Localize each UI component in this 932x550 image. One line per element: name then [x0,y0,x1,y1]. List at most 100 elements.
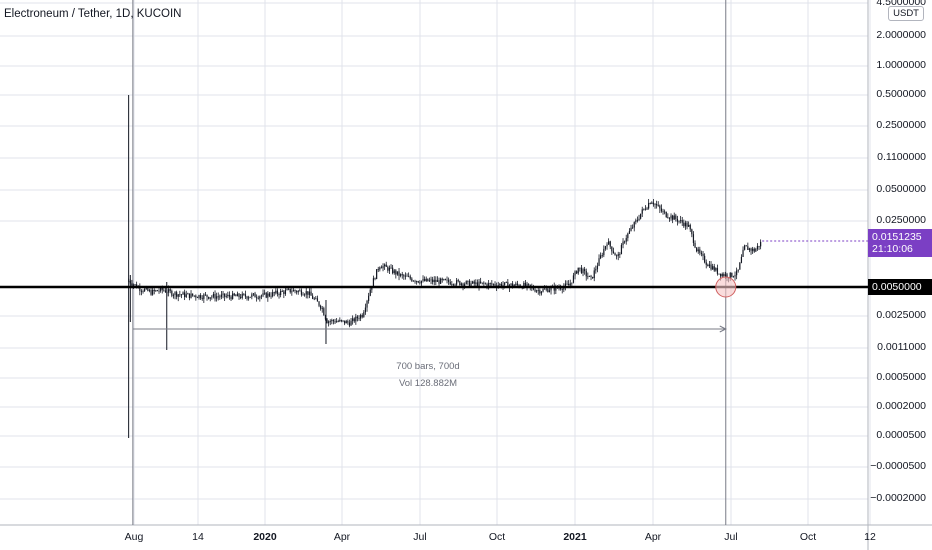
candle-body [164,290,167,293]
candle-body [416,281,418,282]
candle-body [169,289,171,291]
candle-body [505,282,507,283]
candle-body [537,290,539,291]
candle-body [456,280,458,285]
candle-body [284,290,287,295]
candle-body [152,289,154,295]
candle-body [193,295,195,297]
candle-body [289,288,291,293]
candle-body [212,294,215,297]
candle-body [265,292,267,298]
candle-body [638,218,640,221]
candle-body [294,290,296,292]
candle-body [420,280,423,284]
candle-body [396,271,399,275]
candle-body [587,276,589,278]
horizontal-line-price-label: 0.0050000 [868,279,932,295]
candle-body [145,287,147,289]
candle-body [652,202,655,205]
candle-body [664,211,666,213]
candle-body [726,274,728,278]
candle-body [740,256,743,263]
candle-body [296,291,298,293]
currency-badge[interactable]: USDT [888,6,924,21]
candle-body [640,213,642,219]
candle-body [179,294,181,296]
candle-body [684,222,687,227]
y-tick-label: 0.1100000 [877,151,926,163]
candle-body [257,297,259,299]
candle-body [457,280,459,282]
candle-body [379,267,381,270]
measure-arrowhead [719,325,727,333]
candle-body [478,281,480,287]
candle-body [272,292,274,297]
candle-body [172,294,175,296]
candle-body [598,258,600,266]
measure-bars-label: 700 bars, 700d [396,361,460,372]
candle-body [312,295,314,299]
candle-body [744,245,746,250]
candle-body [350,320,352,326]
x-tick-label: Apr [333,531,351,543]
x-tick-label: 12 [864,531,876,543]
candle-body [526,283,528,287]
candle-body [705,262,707,265]
x-tick-label: 2020 [253,531,277,543]
candle-body [580,267,583,274]
candle-body [185,294,187,298]
candle-body [683,222,685,227]
candle-body [617,254,619,256]
candle-body [492,284,495,285]
chart-title: Electroneum / Tether, 1D, KUCOIN [4,8,182,20]
candle-body [491,283,493,285]
candle-body [433,279,435,283]
last-price-value: 0.0151235 [872,231,922,243]
candle-body [724,274,727,277]
x-tick-label: 14 [192,531,204,543]
candle-body [281,291,283,292]
candle-body [523,282,525,289]
candle-body [473,281,475,284]
candle-body [499,283,501,286]
candle-body [376,269,378,280]
last-price-label: 0.0151235 21:10:06 [868,229,932,257]
candle-body [528,283,530,285]
candle-body [569,283,571,286]
candle-body [356,316,359,319]
candle-body [323,308,325,316]
candle-body [430,279,432,281]
candle-body [452,284,455,286]
candle-body [723,273,725,277]
candle-body [670,215,672,219]
candle-body [448,279,450,282]
candle-body [419,282,421,284]
candle-body [227,294,229,297]
candle-body [600,255,602,259]
candle-body [483,282,485,284]
candle-body [446,279,448,281]
candle-body [174,292,176,295]
candle-body [425,278,427,281]
candle-body [244,294,247,297]
candle-body [451,284,453,286]
candle-body [184,292,186,298]
candle-body [612,251,615,254]
candle-body [564,283,567,287]
candle-body [718,273,720,275]
candle-body [624,241,626,243]
candle-body [651,202,653,204]
candle-body [275,290,277,294]
candle-body [662,211,664,213]
candle-body [369,289,371,296]
candle-body [576,271,578,274]
candle-body [358,318,360,319]
candle-body [278,293,280,295]
candle-body [235,295,237,297]
candle-body [614,253,616,256]
candle-body [387,266,389,271]
x-tick-label: Oct [799,531,817,543]
candle-body [758,245,760,247]
